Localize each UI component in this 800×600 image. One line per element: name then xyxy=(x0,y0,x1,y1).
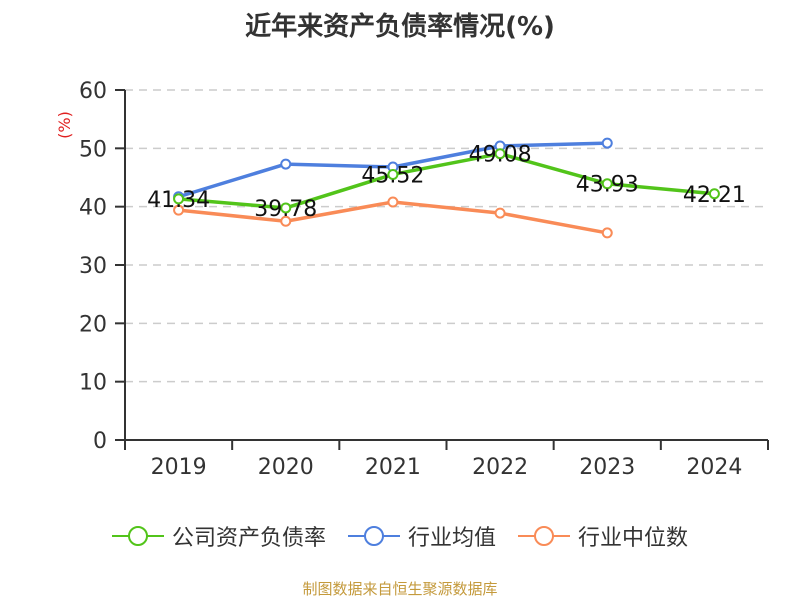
y-tick-label: 0 xyxy=(93,429,107,454)
data-point[interactable] xyxy=(387,168,399,180)
x-tick-label: 2021 xyxy=(365,455,421,480)
y-tick-label: 50 xyxy=(79,137,107,162)
legend-label: 行业均值 xyxy=(407,526,496,551)
legend-item-industry-avg[interactable]: 行业均值 xyxy=(347,520,496,552)
data-label: 45.52 xyxy=(361,163,424,188)
x-tick-label: 2019 xyxy=(151,455,207,480)
data-source-note: 制图数据来自恒生聚源数据库 xyxy=(302,580,498,598)
data-label: 43.93 xyxy=(576,173,639,198)
y-axis-label: (%) xyxy=(55,111,74,139)
legend-label: 行业中位数 xyxy=(578,526,689,551)
data-point[interactable] xyxy=(173,204,185,216)
x-tick-label: 2023 xyxy=(579,455,635,480)
legend-item-company[interactable]: 公司资产负债率 xyxy=(111,520,326,552)
data-label: 49.08 xyxy=(469,143,532,168)
chart-title: 近年来资产负债率情况(%) xyxy=(245,12,555,42)
y-tick-label: 60 xyxy=(79,79,107,104)
legend-orange-circle-icon xyxy=(518,526,570,546)
y-tick-label: 30 xyxy=(79,254,107,279)
data-point[interactable] xyxy=(601,227,613,239)
data-label: 41.34 xyxy=(147,188,210,213)
legend: 公司资产负债率 行业均值 行业中位数 xyxy=(0,520,800,552)
data-label: 42.21 xyxy=(683,183,746,208)
data-point[interactable] xyxy=(494,207,506,219)
x-tick-label: 2024 xyxy=(686,455,742,480)
data-point[interactable] xyxy=(708,188,720,200)
x-tick-label: 2020 xyxy=(258,455,314,480)
data-point[interactable] xyxy=(601,178,613,190)
x-tick-label: 2022 xyxy=(472,455,528,480)
legend-item-industry-median[interactable]: 行业中位数 xyxy=(518,520,688,552)
y-tick-label: 10 xyxy=(79,371,107,396)
data-point[interactable] xyxy=(280,202,292,214)
data-point[interactable] xyxy=(280,215,292,227)
data-point[interactable] xyxy=(601,137,613,149)
data-point[interactable] xyxy=(494,148,506,160)
data-point[interactable] xyxy=(280,158,292,170)
series-line xyxy=(178,151,715,210)
y-tick-label: 40 xyxy=(79,196,107,221)
y-tick-label: 20 xyxy=(79,312,107,337)
data-label: 39.78 xyxy=(254,197,317,222)
data-point[interactable] xyxy=(173,193,185,205)
data-point[interactable] xyxy=(387,196,399,208)
legend-blue-circle-icon xyxy=(347,526,400,546)
legend-label: 公司资产负债率 xyxy=(171,526,326,551)
legend-green-circle-icon xyxy=(111,526,164,546)
